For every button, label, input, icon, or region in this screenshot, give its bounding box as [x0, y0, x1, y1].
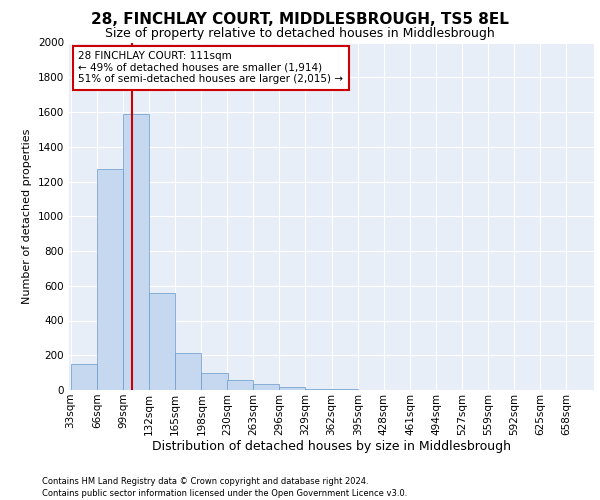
Text: 28, FINCHLAY COURT, MIDDLESBROUGH, TS5 8EL: 28, FINCHLAY COURT, MIDDLESBROUGH, TS5 8…: [91, 12, 509, 28]
Bar: [305, 389, 331, 390]
Bar: [149, 292, 175, 390]
Bar: [202, 372, 227, 390]
Bar: [227, 380, 253, 390]
Text: Contains HM Land Registry data © Crown copyright and database right 2024.: Contains HM Land Registry data © Crown c…: [42, 478, 368, 486]
Bar: [253, 384, 279, 390]
Bar: [123, 114, 149, 390]
Y-axis label: Number of detached properties: Number of detached properties: [22, 128, 32, 304]
Bar: [71, 364, 97, 390]
Bar: [175, 352, 202, 390]
Text: 28 FINCHLAY COURT: 111sqm
← 49% of detached houses are smaller (1,914)
51% of se: 28 FINCHLAY COURT: 111sqm ← 49% of detac…: [79, 51, 343, 84]
X-axis label: Distribution of detached houses by size in Middlesbrough: Distribution of detached houses by size …: [152, 440, 511, 454]
Bar: [279, 386, 305, 390]
Text: Size of property relative to detached houses in Middlesbrough: Size of property relative to detached ho…: [105, 28, 495, 40]
Bar: [97, 170, 123, 390]
Text: Contains public sector information licensed under the Open Government Licence v3: Contains public sector information licen…: [42, 489, 407, 498]
